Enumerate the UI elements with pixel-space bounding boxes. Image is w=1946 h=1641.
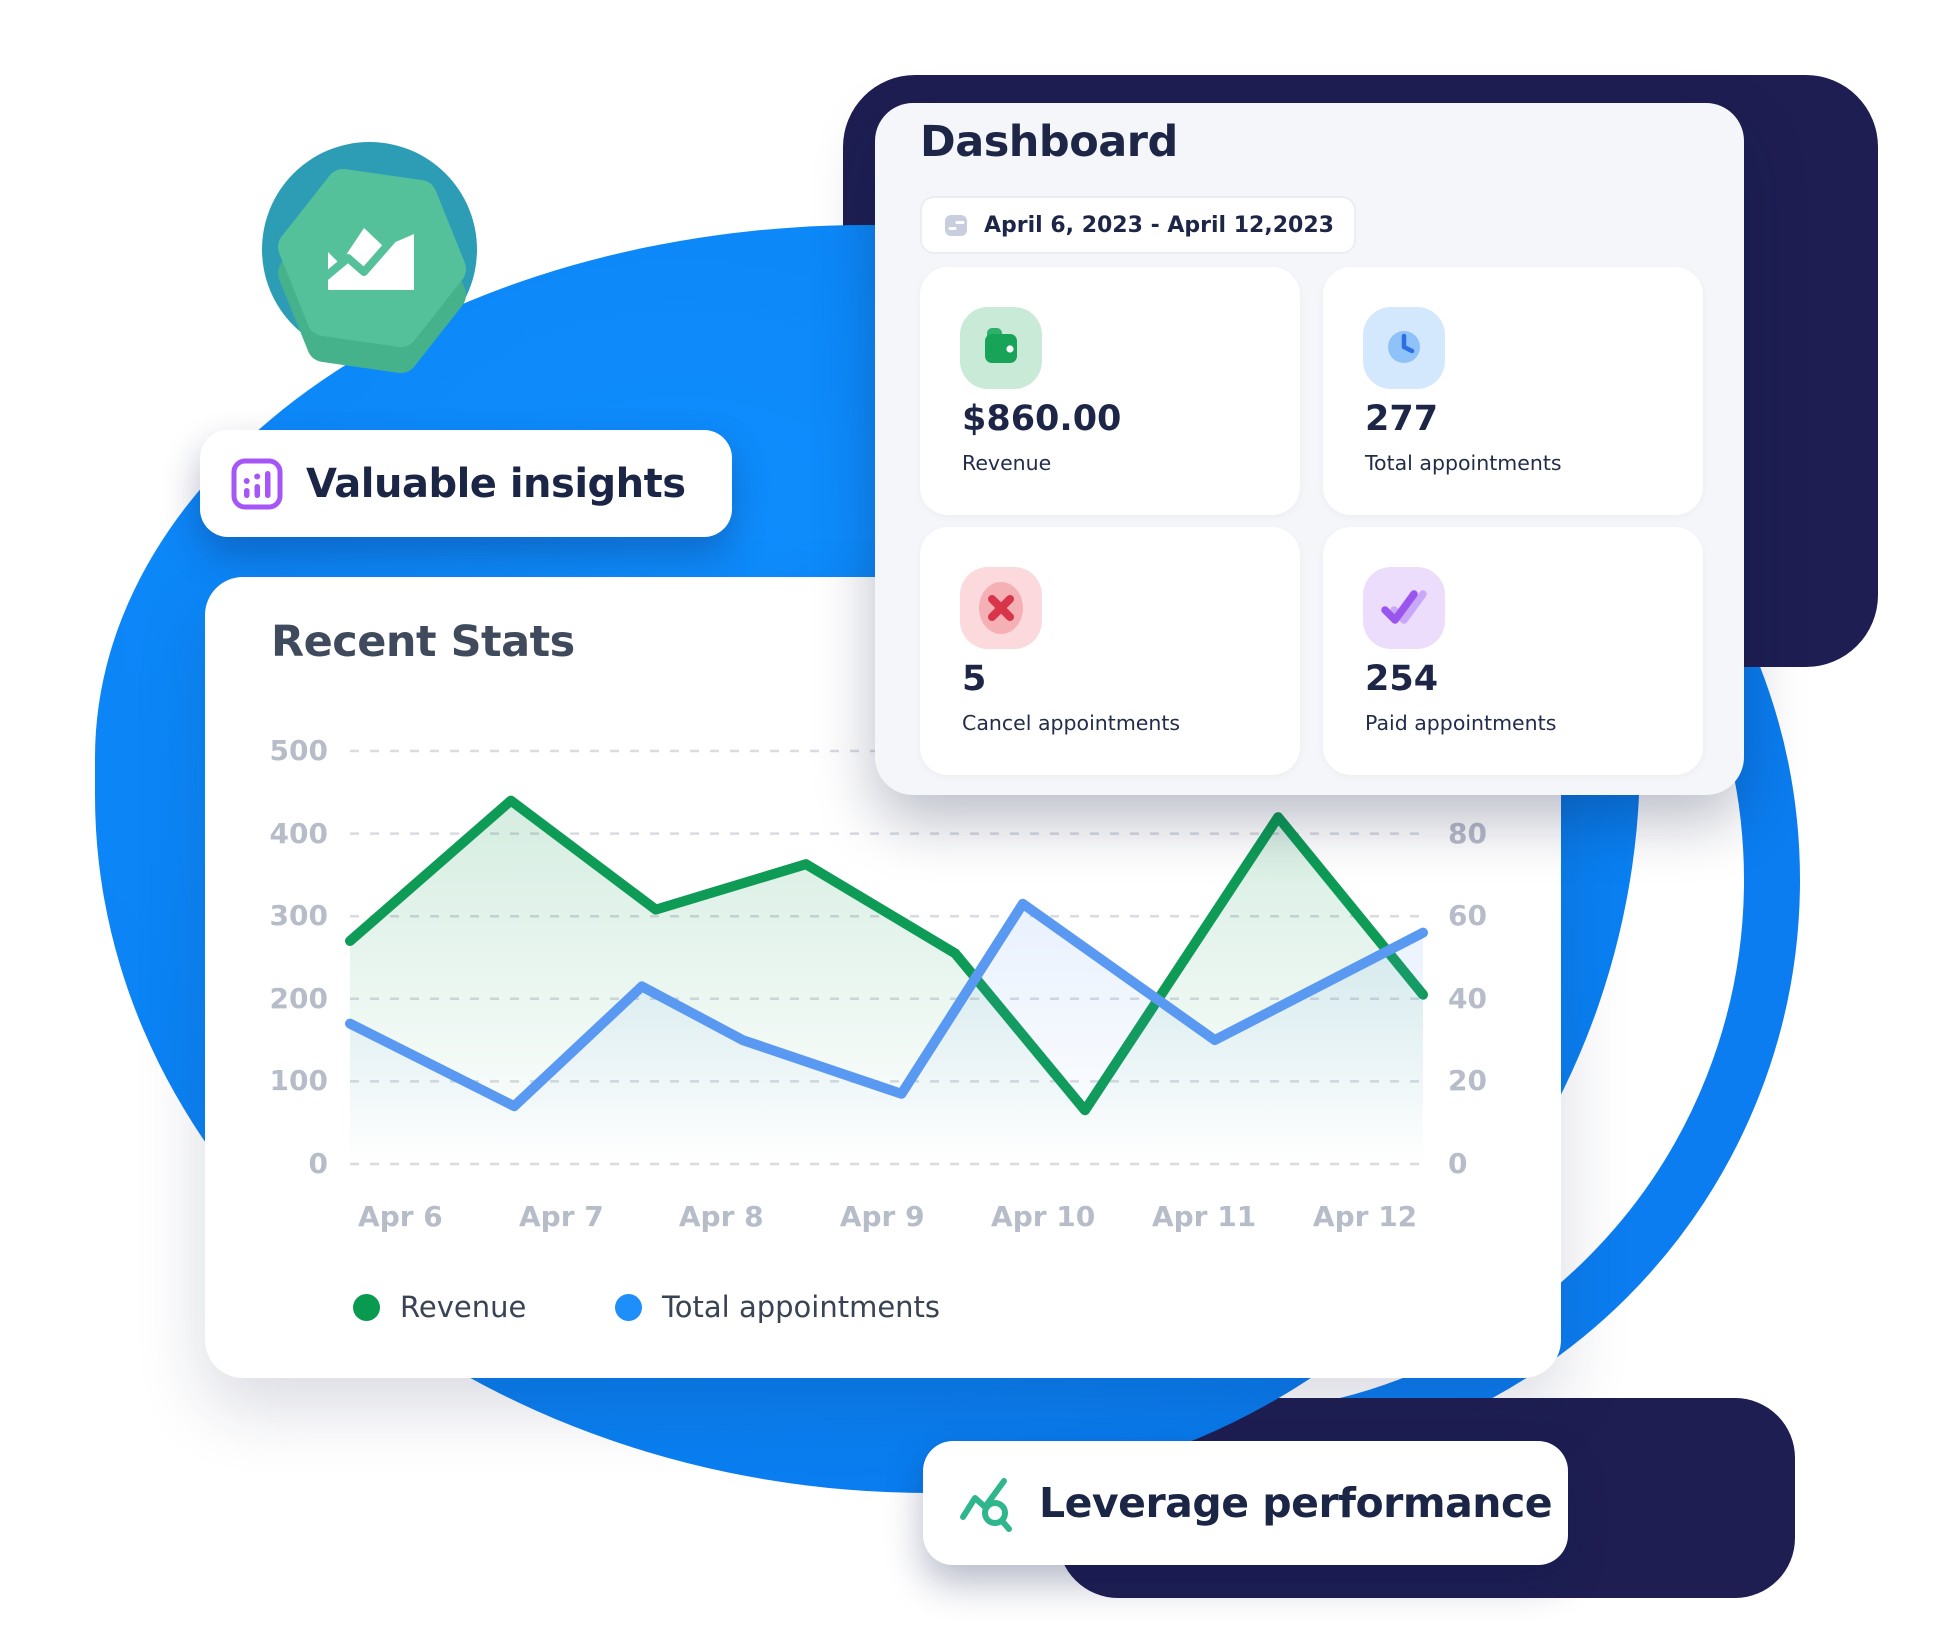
- right-axis-tick: 80: [1448, 816, 1487, 850]
- x-axis-label: Apr 8: [678, 1200, 764, 1233]
- right-axis-tick: 0: [1448, 1147, 1468, 1180]
- area-chart-icon: [278, 169, 466, 373]
- double-check-icon: [1363, 567, 1445, 649]
- right-axis-tick: 40: [1448, 981, 1487, 1015]
- stat-tile-total-appointments: 277 Total appointments: [1323, 267, 1703, 515]
- x-axis-label: Apr 11: [1151, 1200, 1257, 1233]
- left-axis-tick: 400: [269, 816, 328, 850]
- total-appointments-legend-label: Total appointments: [662, 1290, 941, 1324]
- stat-tile-revenue: $860.00 Revenue: [920, 267, 1300, 515]
- date-range-picker[interactable]: April 6, 2023 - April 12,2023: [920, 196, 1356, 254]
- x-axis-label: Apr 10: [991, 1200, 1096, 1233]
- left-axis-tick: 500: [269, 734, 328, 767]
- recent-stats-title: Recent Stats: [271, 617, 575, 667]
- x-axis-label: Apr 6: [358, 1200, 443, 1233]
- total-appointments-label: Total appointments: [1365, 451, 1562, 475]
- clock-icon: [1363, 307, 1445, 389]
- stat-tile-cancel-appointments: 5 Cancel appointments: [920, 527, 1300, 775]
- revenue-legend-label: Revenue: [400, 1290, 527, 1324]
- date-range-text: April 6, 2023 - April 12,2023: [984, 212, 1334, 238]
- left-axis-tick: 0: [308, 1147, 328, 1180]
- total-appointments-value: 277: [1365, 399, 1439, 439]
- cancel-appointments-value: 5: [962, 659, 987, 699]
- trend-search-icon: [960, 1478, 1012, 1532]
- x-axis-label: Apr 7: [518, 1200, 604, 1233]
- right-axis-tick: 60: [1448, 899, 1487, 933]
- revenue-legend-dot: [353, 1293, 380, 1321]
- revenue-value: $860.00: [962, 399, 1122, 439]
- wallet-icon: [960, 307, 1042, 389]
- paid-appointments-label: Paid appointments: [1365, 711, 1557, 735]
- legend-item-total-appointments: Total appointments: [615, 1285, 940, 1329]
- bar-chart-icon: [231, 458, 283, 509]
- x-axis-label: Apr 9: [839, 1200, 925, 1233]
- leverage-performance-badge: Leverage performance: [923, 1441, 1568, 1565]
- paid-appointments-value: 254: [1365, 659, 1439, 699]
- stat-tile-paid-appointments: 254 Paid appointments: [1323, 527, 1703, 775]
- calendar-icon: [945, 215, 967, 236]
- leverage-performance-label: Leverage performance: [1039, 1479, 1553, 1527]
- dashboard-title: Dashboard: [920, 117, 1178, 167]
- legend-item-revenue: Revenue: [353, 1285, 526, 1329]
- cancel-appointments-label: Cancel appointments: [962, 711, 1181, 735]
- left-axis-tick: 100: [269, 1064, 328, 1098]
- valuable-insights-label: Valuable insights: [306, 460, 686, 507]
- right-axis-tick: 20: [1448, 1064, 1487, 1098]
- revenue-label: Revenue: [962, 451, 1052, 475]
- valuable-insights-badge: Valuable insights: [200, 430, 732, 537]
- left-axis-tick: 300: [269, 899, 328, 933]
- dashboard-card: Dashboard April 6, 2023 - April 12,2023 …: [875, 103, 1744, 795]
- x-axis-label: Apr 12: [1312, 1200, 1418, 1233]
- total-appointments-legend-dot: [615, 1293, 642, 1321]
- left-axis-tick: 200: [269, 981, 328, 1015]
- line-chart: [345, 749, 1428, 1166]
- x-circle-icon: [960, 567, 1042, 649]
